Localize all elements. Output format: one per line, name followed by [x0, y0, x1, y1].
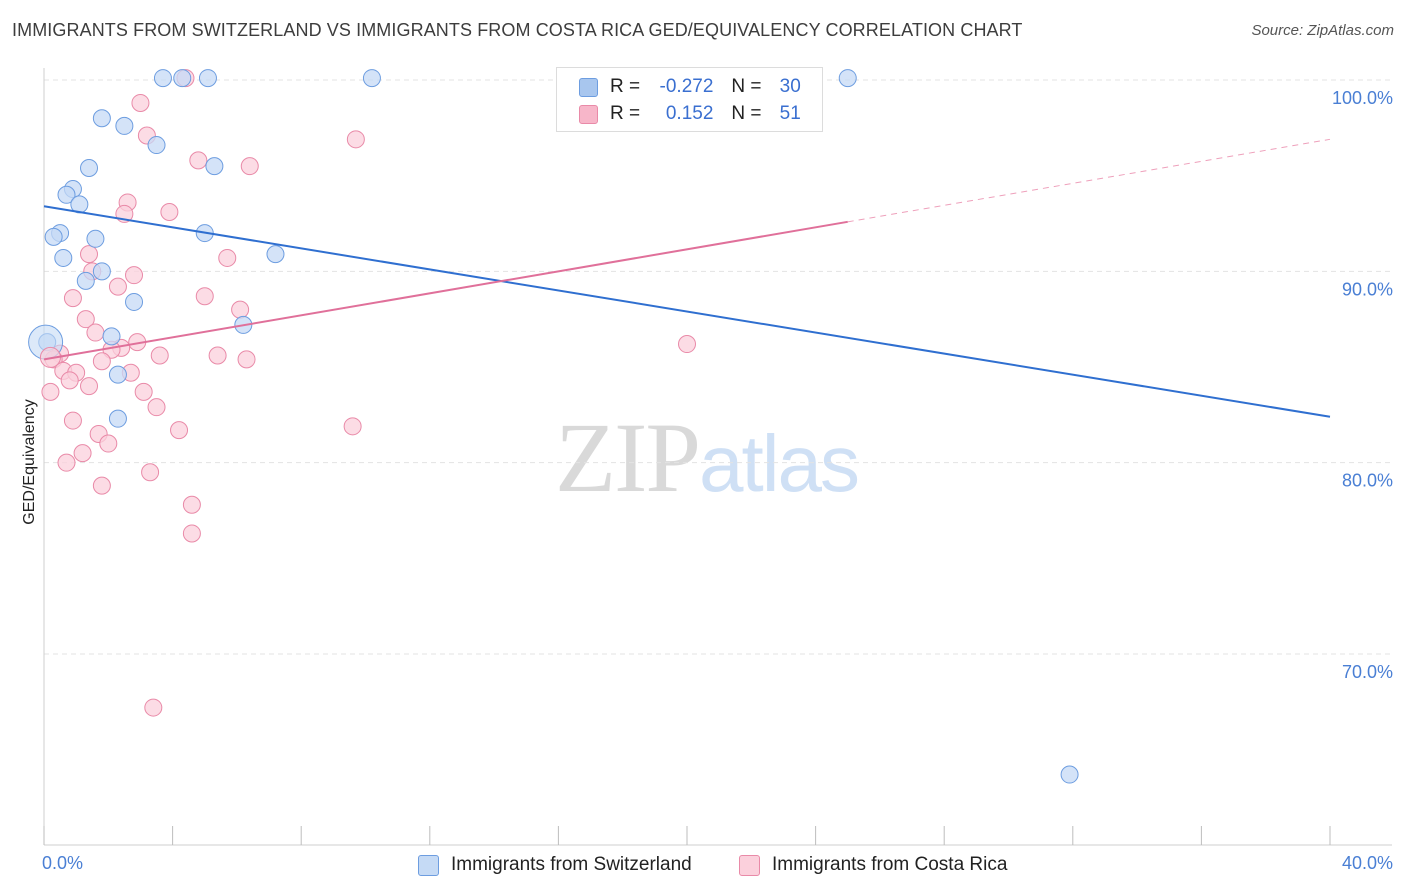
point-costa-rica — [60, 371, 79, 390]
point-switzerland — [44, 227, 63, 246]
point-switzerland — [205, 157, 224, 176]
point-costa-rica — [240, 157, 259, 176]
legend-item-costa-rica[interactable]: Immigrants from Costa Rica — [739, 852, 1007, 878]
point-switzerland — [80, 159, 99, 178]
x-tick-label: 40.0% — [1342, 853, 1393, 873]
point-costa-rica — [150, 346, 169, 365]
y-tick-label: 80.0% — [1342, 471, 1393, 491]
legend-swatch-switzerland — [579, 77, 598, 97]
point-switzerland — [108, 365, 127, 384]
point-costa-rica — [92, 352, 111, 371]
point-switzerland — [108, 409, 127, 428]
point-costa-rica — [182, 524, 201, 543]
r-label: R = — [610, 76, 641, 97]
trendline-costa-rica-extension — [847, 138, 1331, 223]
watermark-zip: ZIP — [555, 402, 701, 513]
r-label: R = — [610, 103, 641, 124]
point-switzerland — [54, 248, 73, 267]
point-costa-rica — [141, 463, 160, 482]
point-costa-rica — [147, 398, 166, 417]
point-switzerland — [86, 229, 105, 248]
source-label: Source: ZipAtlas.com — [1251, 22, 1394, 39]
watermark-atlas: atlas — [699, 419, 860, 508]
point-costa-rica — [131, 93, 150, 112]
point-costa-rica — [76, 310, 95, 329]
point-switzerland — [362, 69, 381, 88]
stats-legend: R = -0.272 N = 30 R = 0.152 N = 51 — [556, 67, 823, 132]
point-costa-rica — [92, 476, 111, 495]
point-costa-rica — [208, 346, 227, 365]
point-costa-rica — [86, 323, 105, 342]
point-costa-rica — [218, 248, 237, 267]
stats-legend-row-costa-rica: R = 0.152 N = 51 — [579, 101, 801, 127]
point-switzerland — [92, 262, 111, 281]
legend-label-switzerland: Immigrants from Switzerland — [451, 854, 692, 875]
point-costa-rica — [73, 444, 92, 463]
point-switzerland — [102, 327, 121, 346]
y-tick-label: 70.0% — [1342, 662, 1393, 682]
y-tick-label: 100.0% — [1332, 88, 1393, 108]
point-switzerland — [198, 69, 217, 88]
stats-legend-row-switzerland: R = -0.272 N = 30 — [579, 74, 801, 100]
point-costa-rica — [63, 289, 82, 308]
trendline-costa-rica — [43, 220, 848, 361]
point-costa-rica — [231, 300, 250, 319]
trendline-switzerland — [43, 205, 1331, 418]
point-costa-rica — [125, 266, 144, 285]
legend-swatch-costa-rica — [739, 854, 760, 876]
legend-item-switzerland[interactable]: Immigrants from Switzerland — [418, 852, 692, 878]
point-switzerland — [147, 136, 166, 155]
n-label: N = — [731, 76, 762, 97]
point-costa-rica — [182, 495, 201, 514]
point-costa-rica — [80, 245, 99, 264]
point-switzerland — [173, 69, 192, 88]
legend-swatch-switzerland — [418, 854, 439, 876]
x-tick-label: 0.0% — [42, 853, 83, 873]
point-costa-rica — [134, 382, 153, 401]
legend-label-costa-rica: Immigrants from Costa Rica — [772, 854, 1008, 875]
r-value: -0.272 — [659, 76, 714, 97]
point-costa-rica — [195, 287, 214, 306]
point-costa-rica — [99, 434, 118, 453]
point-costa-rica — [346, 130, 365, 149]
n-value: 51 — [779, 103, 801, 124]
watermark: ZIPatlas — [555, 400, 860, 515]
point-costa-rica — [108, 277, 127, 296]
point-switzerland — [125, 292, 144, 311]
point-costa-rica — [80, 377, 99, 396]
point-switzerland — [1060, 765, 1079, 784]
point-costa-rica — [189, 151, 208, 170]
point-switzerland — [153, 69, 172, 88]
point-costa-rica — [678, 335, 696, 354]
legend-swatch-costa-rica — [579, 104, 598, 124]
y-tick-label: 90.0% — [1342, 279, 1393, 299]
point-costa-rica — [41, 382, 60, 401]
point-switzerland — [92, 109, 111, 128]
point-costa-rica — [144, 698, 163, 717]
r-value: 0.152 — [665, 103, 714, 124]
point-switzerland — [838, 69, 857, 88]
point-switzerland — [115, 116, 134, 135]
point-switzerland — [57, 185, 76, 204]
chart-title: IMMIGRANTS FROM SWITZERLAND VS IMMIGRANT… — [12, 20, 1023, 40]
point-costa-rica — [57, 453, 76, 472]
y-axis-title: GED/Equivalency — [21, 399, 38, 524]
point-switzerland — [266, 245, 285, 264]
n-label: N = — [731, 103, 762, 124]
point-costa-rica — [237, 350, 256, 369]
point-costa-rica — [170, 421, 189, 440]
point-costa-rica — [63, 411, 82, 430]
point-costa-rica — [160, 203, 179, 222]
n-value: 30 — [779, 76, 801, 97]
point-costa-rica — [343, 417, 362, 436]
point-switzerland — [76, 271, 95, 290]
